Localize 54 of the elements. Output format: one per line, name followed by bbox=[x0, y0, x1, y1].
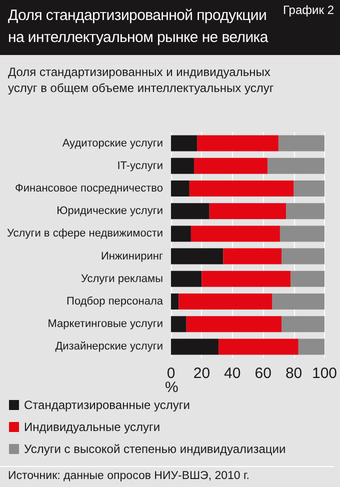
bar bbox=[171, 270, 202, 287]
x-tick-label: 20 bbox=[193, 365, 210, 382]
bar bbox=[171, 294, 179, 310]
bar bbox=[171, 248, 224, 264]
text: Источник: данные опросов НИУ-ВШЭ, 2010 г. bbox=[0, 466, 334, 482]
y-tick-label: Инжиниринг bbox=[100, 250, 163, 262]
bar bbox=[194, 158, 268, 174]
bar bbox=[290, 270, 324, 287]
y-tick-label: Дизайнерские услуги bbox=[55, 340, 163, 353]
y-tick-label: Финансовое посредничество bbox=[15, 182, 163, 194]
bar bbox=[280, 226, 324, 242]
bar bbox=[209, 203, 286, 220]
bar bbox=[282, 316, 324, 332]
bar bbox=[171, 180, 190, 196]
y-tick-label: Услуги в сфере недвижимости bbox=[7, 228, 163, 240]
bar bbox=[171, 338, 219, 355]
bar bbox=[171, 203, 210, 220]
legend-label: Индивидуальные услуги bbox=[24, 420, 160, 434]
bar bbox=[178, 294, 272, 310]
y-tick-label: Маркетинговые услуги bbox=[48, 318, 163, 330]
bar bbox=[298, 338, 324, 355]
legend-label: Стандартизированные услуги bbox=[24, 398, 190, 412]
bar bbox=[202, 270, 291, 287]
bar bbox=[278, 135, 324, 152]
chart-subtitle: Доля стандартизированных и индивидуальных услуг в общем объеме интеллектуальных услуг bbox=[8, 64, 275, 96]
x-axis-title: % bbox=[165, 379, 178, 396]
bar bbox=[286, 203, 324, 220]
bar bbox=[282, 248, 324, 264]
bar bbox=[186, 316, 282, 332]
bar bbox=[189, 180, 294, 196]
x-tick-label: 60 bbox=[254, 365, 272, 382]
y-tick-label: Аудиторские услуги bbox=[62, 137, 163, 150]
bar bbox=[272, 294, 324, 310]
bar bbox=[171, 135, 198, 152]
x-tick-label: 0 bbox=[166, 365, 176, 382]
bar bbox=[218, 338, 298, 355]
bar bbox=[294, 180, 324, 196]
bar bbox=[171, 158, 194, 174]
bar bbox=[171, 316, 186, 332]
x-tick-label: 100 bbox=[312, 365, 337, 382]
y-tick-label: Юридические услуги bbox=[56, 205, 163, 218]
y-tick-label: Услуги рекламы bbox=[80, 272, 164, 285]
text: График 2 bbox=[282, 3, 334, 17]
bar bbox=[190, 226, 280, 242]
bar bbox=[223, 248, 282, 264]
y-tick-label: Подбор персонала bbox=[66, 296, 164, 308]
chart-title: Доля стандартизированной продукции на интеллектуальном рынке не велика bbox=[8, 6, 270, 48]
legend-label: Услуги с высокой степенью индивидуализации bbox=[24, 442, 286, 456]
bar bbox=[171, 226, 191, 242]
bar bbox=[268, 158, 324, 174]
bar bbox=[197, 135, 278, 152]
y-tick-label: IT-услуги bbox=[117, 160, 163, 172]
x-tick-label: 80 bbox=[285, 365, 302, 382]
x-tick-label: 40 bbox=[224, 365, 241, 382]
